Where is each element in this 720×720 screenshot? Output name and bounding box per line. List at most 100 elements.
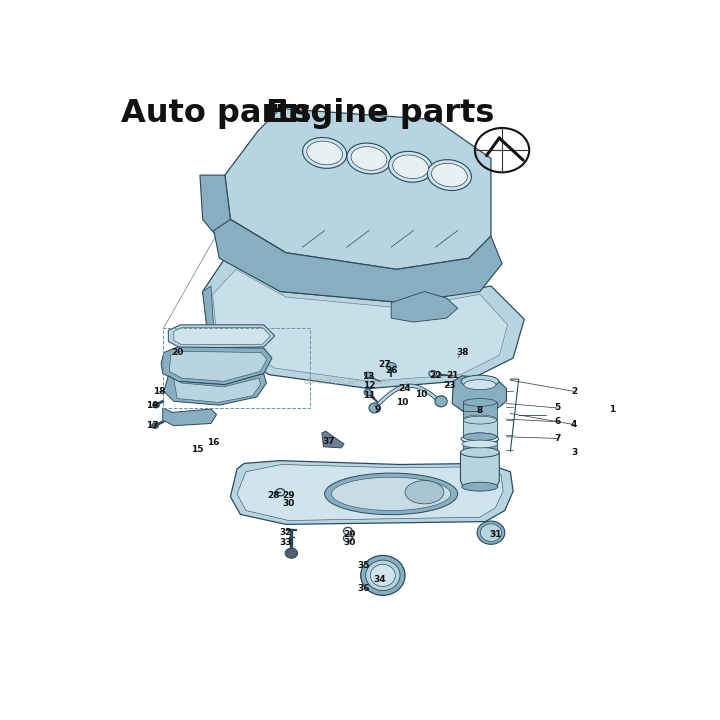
Ellipse shape xyxy=(153,402,159,408)
Ellipse shape xyxy=(386,362,396,370)
Polygon shape xyxy=(203,286,214,338)
Ellipse shape xyxy=(461,435,499,444)
Polygon shape xyxy=(200,175,286,275)
Polygon shape xyxy=(174,328,270,345)
Polygon shape xyxy=(212,269,508,382)
Text: 9: 9 xyxy=(374,405,380,413)
Ellipse shape xyxy=(463,433,497,441)
Ellipse shape xyxy=(463,399,497,406)
Text: 17: 17 xyxy=(146,421,159,430)
Ellipse shape xyxy=(435,396,447,407)
Text: Engine parts: Engine parts xyxy=(266,97,494,128)
Text: 15: 15 xyxy=(191,445,203,454)
Text: 10: 10 xyxy=(396,398,408,407)
Ellipse shape xyxy=(369,403,380,413)
Text: 6: 6 xyxy=(554,418,561,426)
Ellipse shape xyxy=(463,449,497,456)
Text: 23: 23 xyxy=(443,382,456,390)
Polygon shape xyxy=(461,452,499,487)
Text: 30: 30 xyxy=(282,499,294,508)
Ellipse shape xyxy=(477,521,505,544)
Text: 19: 19 xyxy=(146,400,159,410)
Text: 33: 33 xyxy=(279,538,292,546)
Text: 34: 34 xyxy=(374,575,387,585)
Text: 38: 38 xyxy=(456,348,469,357)
Text: 12: 12 xyxy=(363,382,375,390)
Text: 36: 36 xyxy=(357,584,369,593)
Text: 26: 26 xyxy=(385,366,397,374)
Ellipse shape xyxy=(392,155,428,179)
Ellipse shape xyxy=(463,415,497,423)
Text: domilkon.si•••com: domilkon.si•••com xyxy=(304,377,390,386)
Text: 16: 16 xyxy=(207,438,220,447)
Text: 1: 1 xyxy=(608,405,615,413)
Polygon shape xyxy=(452,376,506,410)
Ellipse shape xyxy=(332,477,451,510)
Text: 32: 32 xyxy=(279,528,292,537)
Polygon shape xyxy=(169,351,267,382)
Text: 3: 3 xyxy=(571,448,577,456)
Text: Auto parts: Auto parts xyxy=(121,97,312,128)
Text: 28: 28 xyxy=(267,491,280,500)
Ellipse shape xyxy=(285,548,297,558)
Ellipse shape xyxy=(461,447,499,457)
Polygon shape xyxy=(463,420,497,437)
Ellipse shape xyxy=(463,433,497,441)
Ellipse shape xyxy=(480,524,502,541)
Text: 22: 22 xyxy=(429,372,442,380)
Ellipse shape xyxy=(364,372,372,377)
Text: 29: 29 xyxy=(282,491,295,500)
Text: 18: 18 xyxy=(153,387,166,396)
Polygon shape xyxy=(230,461,513,524)
Ellipse shape xyxy=(464,379,496,390)
Ellipse shape xyxy=(325,473,458,515)
Ellipse shape xyxy=(152,423,158,428)
Ellipse shape xyxy=(389,151,433,182)
Text: 2: 2 xyxy=(571,387,577,396)
Text: 10: 10 xyxy=(415,390,428,399)
Text: 29: 29 xyxy=(343,530,356,539)
Ellipse shape xyxy=(462,440,498,448)
Text: 31: 31 xyxy=(489,530,502,539)
Text: 21: 21 xyxy=(446,372,459,380)
Text: 27: 27 xyxy=(378,360,391,369)
Ellipse shape xyxy=(302,138,347,168)
Text: 8: 8 xyxy=(477,406,483,415)
Ellipse shape xyxy=(405,480,444,504)
Ellipse shape xyxy=(307,141,343,165)
Text: 35: 35 xyxy=(357,562,369,570)
Polygon shape xyxy=(214,220,502,302)
Polygon shape xyxy=(161,347,272,384)
Ellipse shape xyxy=(461,375,499,387)
Text: 11: 11 xyxy=(363,391,375,400)
Ellipse shape xyxy=(428,160,472,191)
Ellipse shape xyxy=(364,389,372,396)
Polygon shape xyxy=(463,402,497,419)
Text: 37: 37 xyxy=(323,437,336,446)
Ellipse shape xyxy=(361,555,405,595)
Polygon shape xyxy=(237,464,503,521)
Ellipse shape xyxy=(370,564,395,587)
Polygon shape xyxy=(322,431,344,448)
Text: 30: 30 xyxy=(343,538,356,546)
Polygon shape xyxy=(391,292,458,322)
Text: 4: 4 xyxy=(571,420,577,429)
Text: 5: 5 xyxy=(554,403,561,413)
Ellipse shape xyxy=(462,482,498,491)
Ellipse shape xyxy=(347,143,391,174)
Polygon shape xyxy=(164,374,266,405)
Polygon shape xyxy=(225,109,491,269)
Polygon shape xyxy=(463,437,497,452)
Ellipse shape xyxy=(463,416,497,424)
FancyArrowPatch shape xyxy=(438,372,443,377)
Text: 24: 24 xyxy=(399,384,411,393)
Text: 13: 13 xyxy=(361,372,374,381)
Ellipse shape xyxy=(431,163,467,187)
Polygon shape xyxy=(174,378,261,402)
Text: 20: 20 xyxy=(171,348,184,357)
Polygon shape xyxy=(163,408,217,426)
Ellipse shape xyxy=(351,147,387,170)
Ellipse shape xyxy=(366,560,400,590)
Polygon shape xyxy=(168,325,275,348)
Polygon shape xyxy=(203,258,524,389)
